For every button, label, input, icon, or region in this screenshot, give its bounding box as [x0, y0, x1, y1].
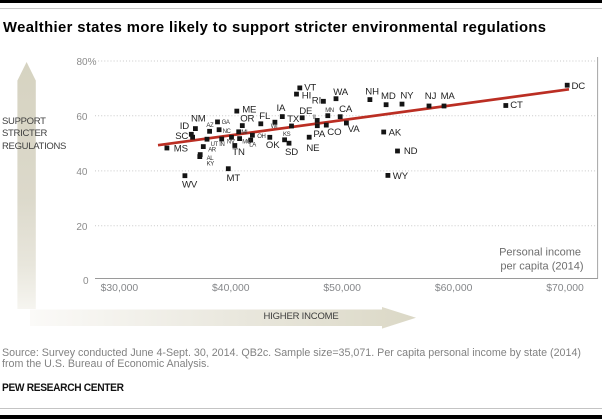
- svg-text:KS: KS: [283, 132, 291, 138]
- svg-text:MS: MS: [174, 144, 188, 155]
- svg-text:NC: NC: [223, 129, 232, 135]
- svg-text:WA: WA: [333, 87, 349, 98]
- svg-text:FL: FL: [259, 111, 271, 122]
- svg-text:CT: CT: [510, 100, 523, 111]
- svg-text:IN: IN: [219, 142, 224, 148]
- svg-text:LA: LA: [249, 143, 256, 149]
- svg-text:MO: MO: [242, 140, 252, 146]
- svg-text:$60,000: $60,000: [435, 283, 473, 294]
- svg-text:TX: TX: [287, 114, 300, 125]
- svg-text:IA: IA: [277, 103, 287, 114]
- svg-text:MA: MA: [441, 91, 456, 102]
- svg-text:Personal income: Personal income: [499, 247, 581, 259]
- svg-text:ME: ME: [242, 104, 256, 115]
- svg-text:VT: VT: [304, 82, 316, 93]
- svg-text:WY: WY: [393, 171, 409, 182]
- svg-text:20: 20: [76, 222, 88, 233]
- svg-text:MN: MN: [325, 108, 334, 114]
- svg-text:IL: IL: [313, 115, 318, 121]
- svg-text:VA: VA: [348, 124, 361, 135]
- svg-text:KY: KY: [207, 161, 215, 167]
- svg-text:SD: SD: [285, 147, 298, 158]
- svg-text:CA: CA: [339, 104, 353, 115]
- svg-text:GA: GA: [222, 120, 230, 126]
- svg-text:NH: NH: [365, 86, 379, 97]
- svg-text:MD: MD: [381, 91, 396, 102]
- svg-text:HIGHER INCOME: HIGHER INCOME: [264, 311, 339, 322]
- svg-text:OH: OH: [257, 134, 265, 140]
- svg-text:PA: PA: [313, 129, 326, 140]
- svg-text:DE: DE: [299, 106, 312, 117]
- svg-text:OR: OR: [240, 114, 254, 125]
- svg-text:NV: NV: [227, 140, 235, 146]
- svg-text:0: 0: [83, 276, 89, 287]
- svg-text:$40,000: $40,000: [212, 283, 250, 294]
- svg-text:TN: TN: [232, 147, 245, 158]
- svg-text:$70,000: $70,000: [546, 283, 584, 294]
- svg-text:HI: HI: [302, 90, 311, 101]
- svg-text:AR: AR: [208, 147, 217, 153]
- svg-text:SC: SC: [175, 131, 188, 142]
- svg-text:60: 60: [76, 112, 88, 123]
- svg-text:NJ: NJ: [425, 91, 437, 102]
- svg-text:MT: MT: [227, 173, 241, 184]
- svg-text:WV: WV: [182, 180, 198, 191]
- svg-text:AK: AK: [389, 127, 402, 138]
- svg-text:MI: MI: [241, 130, 248, 136]
- svg-text:RI: RI: [312, 96, 321, 107]
- svg-text:$30,000: $30,000: [101, 283, 139, 294]
- svg-text:OK: OK: [266, 140, 280, 151]
- svg-text:ID: ID: [180, 121, 190, 132]
- svg-text:NM: NM: [191, 114, 206, 125]
- svg-text:ND: ND: [404, 146, 418, 157]
- svg-text:WI: WI: [271, 124, 278, 130]
- svg-text:per capita (2014): per capita (2014): [500, 261, 583, 273]
- svg-text:AZ: AZ: [206, 123, 214, 129]
- svg-text:80%: 80%: [76, 57, 96, 68]
- svg-text:CO: CO: [327, 127, 341, 138]
- svg-text:40: 40: [76, 167, 88, 178]
- svg-text:AL: AL: [207, 156, 215, 162]
- svg-text:$50,000: $50,000: [323, 283, 361, 294]
- svg-text:NY: NY: [400, 91, 414, 102]
- svg-text:DC: DC: [572, 81, 586, 92]
- svg-text:UT: UT: [211, 142, 219, 148]
- svg-text:NE: NE: [306, 143, 319, 154]
